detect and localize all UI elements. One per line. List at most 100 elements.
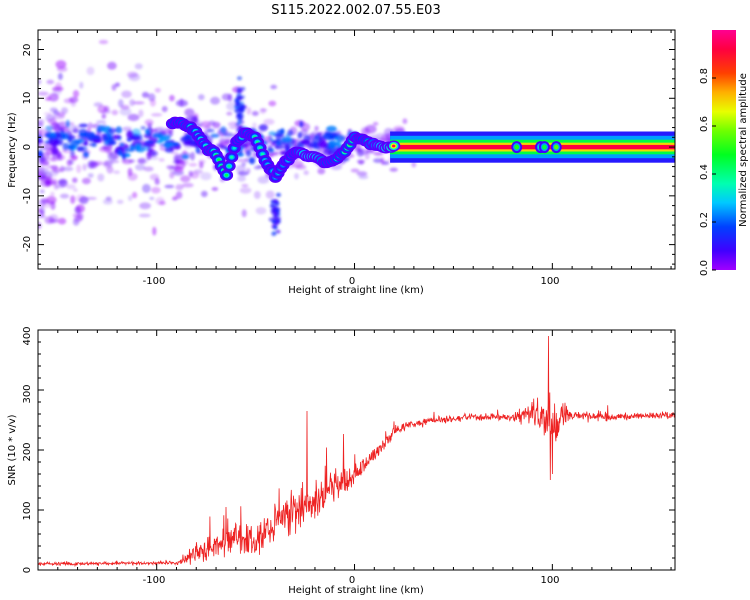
spectrogram-noise-blob [151,186,161,194]
spectrogram-core-blob [146,152,152,160]
spectrogram-noise-blob [111,109,119,116]
spectrogram-noise-blob [168,130,173,137]
spectrogram-noise-blob [72,177,78,183]
spectrogram-core-blob [38,151,44,158]
spectrogram-noise-blob [76,212,84,221]
spectrogram-noise-blob [358,175,369,180]
spectrogram-core-blob [223,132,234,137]
spectrogram-noise-blob [389,167,398,172]
spectrogram-noise-blob [43,112,52,116]
spectrogram-core-blob [45,125,53,132]
spectrogram-noise-blob [38,172,47,178]
colorbar-label: Normalized spectral amplitude [738,73,749,227]
spectrogram-core-blob [78,123,88,128]
spectrogram-noise-blob [42,167,49,174]
spectrogram-core-blob [60,133,66,140]
snr-y-tick-label: 200 [22,442,33,461]
spectrogram-core-blob [284,144,291,151]
spectrogram-streak-blob [239,108,245,113]
spectrogram-noise-blob [73,188,78,192]
spectrogram-noise-blob [86,66,95,76]
spectrogram-noise-blob [59,193,70,199]
spectrogram-noise-blob [57,153,63,161]
spectrogram-noise-blob [210,96,221,105]
spectrogram-disturbance-blob [514,144,519,150]
spectrogram-core-blob [182,135,191,140]
spectrogram-noise-blob [119,107,132,116]
spectrogram-noise-blob [68,155,79,160]
spectrogram-noise-blob [376,133,388,137]
spectrogram-core-blob [144,140,155,144]
spectrogram-noise-blob [58,178,68,187]
spectrogram-ridge-blob [260,152,265,156]
spectrogram-noise-blob [89,162,101,167]
spectrogram-x-tick-label: 100 [540,276,559,287]
snr-x-tick-label: 100 [540,575,559,586]
spectrogram-noise-blob [129,99,135,107]
spectrogram-core-blob [299,120,304,128]
spectrogram-noise-blob [175,191,183,199]
spectrogram-streak-blob [240,86,246,91]
spectrogram-noise-blob [127,113,140,122]
snr-panel: -100 0 100 0 100 200 300 400 Height of s… [7,326,676,596]
spectrogram-noise-blob [227,93,233,102]
spectrogram-core-blob [115,126,123,134]
spectrogram-noise-blob [200,190,208,198]
spectrogram-noise-blob [188,170,193,177]
spectrogram-noise-blob [79,81,84,89]
spectrogram-noise-blob [137,157,149,165]
spectrogram-noise-blob [115,82,120,87]
spectrogram-core-blob [71,139,80,147]
spectrogram-noise-blob [40,157,47,162]
spectrogram-noise-blob [149,156,159,160]
spectrogram-ridge [165,116,562,183]
spectrogram-noise-blob [294,173,299,180]
spectrogram-noise-blob [101,161,110,167]
spectrogram-noise-blob [251,111,259,116]
spectrogram-core-blob [121,152,126,160]
spectrogram-noise-blob [356,171,368,176]
spectrogram-core-blob [108,140,117,146]
spectrogram-noise-blob [175,184,184,191]
spectrogram-core-blob [190,140,196,145]
spectrogram-noise-blob [76,164,82,174]
spectrogram-noise-blob [52,87,62,96]
spectrogram-streak-blob [235,100,241,105]
spectrogram-noise-blob [101,146,109,150]
spectrogram-noise-blob [132,191,138,199]
spectrogram-noise-blob [88,122,93,129]
spectrogram-noise-blob [81,177,91,185]
spectrogram-noise-blob [38,91,49,96]
colorbar: 0.0 0.2 0.4 0.6 0.8 Normalized spectral … [699,30,749,276]
spectrogram-noise-blob [152,226,157,236]
spectrogram-noise-blob [46,79,55,85]
colorbar-tick-label: 0.2 [699,212,710,228]
spectrogram-noise-blob [198,94,205,101]
spectrogram-noise-blob [38,79,42,85]
spectrogram-noise-blob [50,191,55,197]
spectrogram-noise-blob [48,157,60,162]
spectrogram-ridge-blob [258,146,262,150]
spectrogram-noise-blob [253,165,261,170]
spectrogram-streak-blob [236,113,242,118]
spectrogram-panel: -100 0 100 20 10 0 -10 -20 Height of str… [7,29,676,296]
spectrogram-noise-blob [175,99,188,107]
spectrogram-streak-blob [272,225,278,230]
spectrogram-noise-blob [138,213,151,218]
spectrogram-core-blob [111,134,122,140]
spectrogram-noise-blob [268,100,277,107]
spectrogram-core-blob [65,119,71,128]
spectrogram-core-blob [92,139,102,143]
spectrogram-noise-blob [255,207,267,215]
spectrogram-ridge-blob [227,164,231,168]
spectrogram-core-blob [258,124,268,132]
spectrogram-heatmap [38,39,675,237]
spectrogram-noise-blob [356,148,364,157]
spectrogram-noise-blob [70,101,76,107]
spectrogram-noise-blob [39,189,45,194]
spectrogram-y-tick-label: 20 [22,44,33,57]
spectrogram-noise-blob [143,166,154,172]
spectrogram-noise-blob [39,180,52,187]
spectrogram-y-tick-label: 10 [22,92,33,105]
